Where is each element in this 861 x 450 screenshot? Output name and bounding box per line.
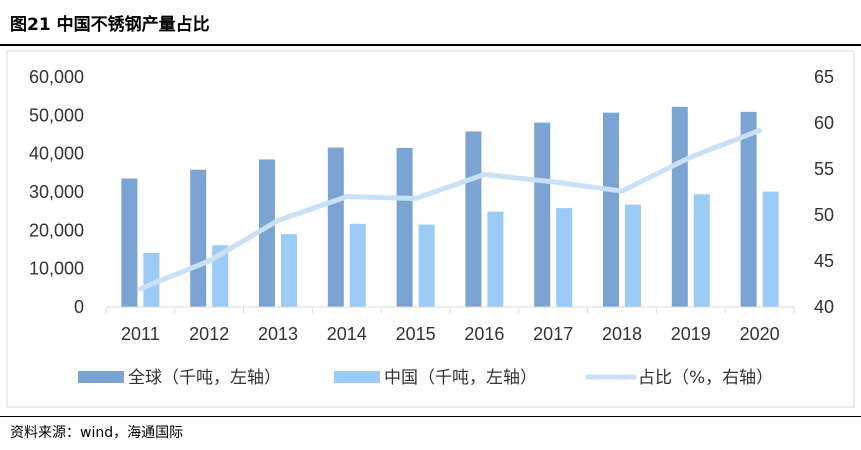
share-line [137, 127, 763, 292]
left-tick-label: 60,000 [29, 67, 84, 87]
stainless-steel-chart: 2011 2012 2013 2014 2015 2016 2017 2018 2019 2020… [6, 50, 855, 408]
bar-global-2015 [396, 147, 413, 307]
right-tick-label: 65 [814, 67, 834, 87]
bar-global-2018 [603, 112, 619, 308]
left-tick-label: 0 [74, 297, 84, 317]
right-tick-label: 50 [814, 205, 834, 225]
source-note: 资料来源：wind，海通国际 [10, 425, 184, 441]
legend-share-label: 占比（%，右轴） [638, 368, 773, 388]
bar-china-2014 [349, 223, 366, 307]
legend-global-swatch [78, 371, 124, 383]
left-tick-label: 50,000 [29, 105, 84, 125]
bar-global-2011 [121, 178, 138, 307]
footer-divider [0, 416, 861, 417]
left-tick-label: 20,000 [29, 220, 84, 240]
left-tick-label: 30,000 [29, 182, 84, 202]
bar-china-2013 [281, 234, 297, 307]
right-tick-label: 40 [814, 297, 834, 317]
bar-china-2017 [556, 208, 573, 307]
bar-global-2012 [190, 169, 207, 307]
bar-china-2020 [762, 191, 779, 307]
legend-china-label: 中国（千吨，左轴） [384, 368, 537, 388]
bar-global-2020 [740, 111, 757, 307]
chart-title: 图21 中国不锈钢产量占比 [10, 15, 210, 35]
x-tick-label: 2013 [258, 324, 298, 344]
x-tick-label: 2020 [740, 324, 780, 344]
bar-global-2016 [465, 131, 482, 307]
chart-frame [6, 50, 855, 408]
title-divider [0, 44, 861, 46]
left-tick-label: 10,000 [29, 259, 84, 279]
x-tick-label: 2017 [533, 324, 573, 344]
right-tick-label: 45 [814, 251, 834, 271]
bar-global-2019 [671, 106, 688, 308]
x-tick-label: 2015 [396, 324, 436, 344]
bar-global-2013 [259, 159, 275, 307]
legend-global-label: 全球（千吨，左轴） [128, 368, 281, 388]
x-tick-label: 2014 [327, 324, 367, 344]
bar-china-2015 [418, 224, 435, 307]
x-tick-label: 2011 [121, 324, 160, 344]
right-tick-label: 55 [814, 159, 834, 179]
legend-china-swatch [334, 371, 380, 383]
right-tick-label: 60 [814, 113, 834, 133]
x-tick-label: 2012 [189, 324, 229, 344]
bar-china-2019 [693, 194, 710, 307]
bar-china-2016 [487, 211, 504, 307]
bar-china-2011 [143, 252, 160, 307]
bar-global-2017 [534, 122, 551, 307]
x-tick-label: 2016 [464, 324, 504, 344]
bar-china-2012 [212, 245, 229, 307]
x-tick-label: 2018 [602, 324, 642, 344]
bar-china-2018 [625, 204, 641, 307]
x-tick-label: 2019 [671, 324, 711, 344]
bar-global-2014 [327, 147, 344, 307]
left-tick-label: 40,000 [29, 144, 84, 164]
